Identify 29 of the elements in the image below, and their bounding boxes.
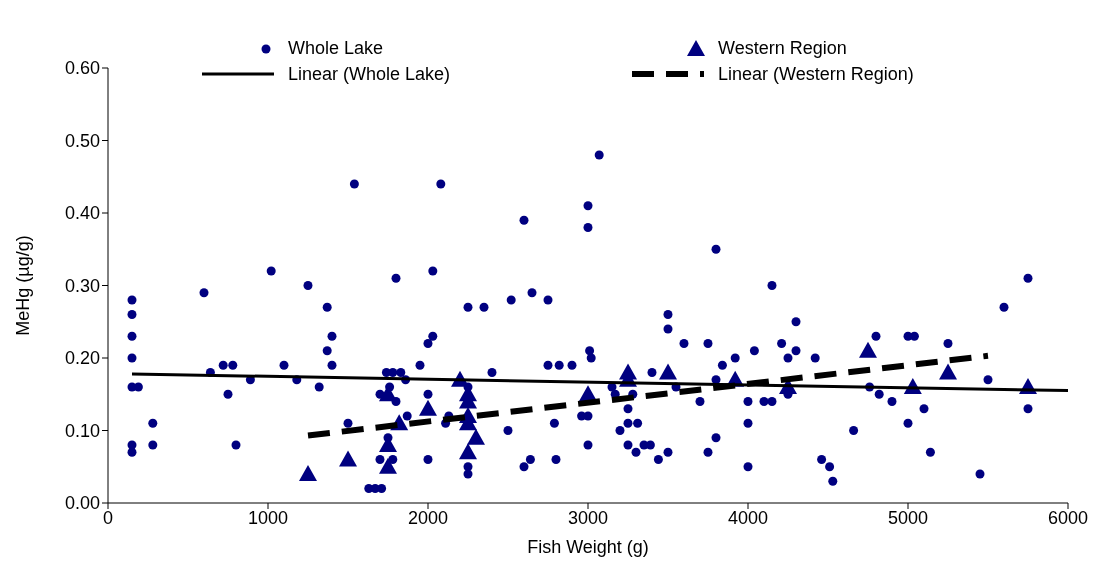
y-tick-label: 0.00 — [64, 493, 100, 514]
x-tick-label: 6000 — [1047, 507, 1089, 528]
y-tick-label: 0.50 — [64, 130, 100, 151]
x-tick-label: 1000 — [247, 507, 289, 528]
point — [939, 363, 957, 380]
point — [859, 341, 877, 358]
y-tick-label: 0.60 — [64, 58, 100, 79]
legend-label: Linear (Whole Lake) — [288, 63, 451, 85]
point — [459, 443, 477, 460]
legend-label: Whole Lake — [288, 37, 384, 59]
legend-label: Linear (Western Region) — [718, 63, 914, 85]
x-tick-label: 2000 — [407, 507, 449, 528]
point — [419, 399, 437, 416]
y-tick-label: 0.40 — [64, 203, 100, 224]
point — [467, 428, 485, 445]
y-axis-title: MeHg (µg/g) — [13, 235, 34, 336]
y-tick-label: 0.20 — [64, 348, 100, 369]
x-tick-label: 5000 — [887, 507, 929, 528]
point — [299, 465, 317, 481]
point — [339, 450, 357, 467]
y-tick-label: 0.10 — [64, 420, 100, 441]
x-tick-label: 0 — [102, 507, 114, 528]
x-axis-title: Fish Weight (g) — [527, 537, 649, 557]
point — [379, 457, 397, 474]
point — [659, 363, 677, 380]
x-tick-label: 3000 — [567, 507, 609, 528]
legend-label: Western Region — [718, 37, 847, 59]
y-tick-label: 0.30 — [64, 275, 100, 296]
x-tick-label: 4000 — [727, 507, 769, 528]
